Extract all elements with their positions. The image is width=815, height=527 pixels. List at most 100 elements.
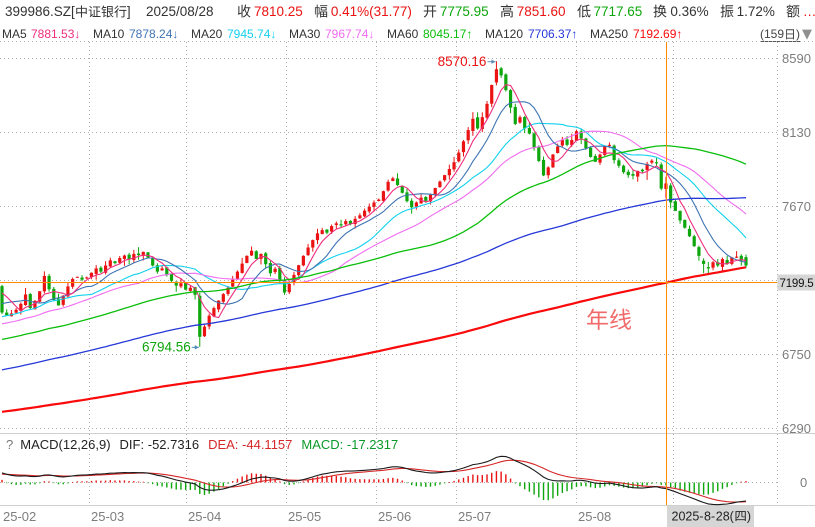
candle-body: [372, 202, 376, 207]
macd-bar: [721, 482, 724, 489]
candle-wick: [138, 247, 140, 260]
macd-bar: [71, 482, 74, 483]
candle-body: [273, 268, 277, 273]
candle-body: [85, 277, 89, 279]
low-price-annotation: 6794.56: [142, 339, 191, 354]
candle-body: [348, 220, 353, 225]
candle-wick: [180, 278, 182, 289]
candle-body: [179, 283, 183, 287]
macd-bar: [326, 475, 328, 483]
candle-body: [315, 233, 320, 241]
candle-body: [414, 202, 418, 207]
candle-body: [565, 139, 569, 145]
candle-body: [99, 267, 103, 272]
macd-bar: [538, 482, 540, 498]
field-label-额: [786, 4, 800, 19]
candle-body: [245, 255, 249, 264]
macd-bar: [217, 482, 220, 489]
macd-bar: [472, 474, 474, 483]
ma-value-MA120: 7706.37↑: [528, 27, 578, 41]
candle-body: [589, 147, 593, 157]
macd-title[interactable]: MACD(12,26,9): [20, 437, 111, 452]
svg-text:-: -: [699, 510, 703, 524]
macd-bar: [552, 482, 554, 499]
macd-bar: [735, 482, 738, 484]
candle-body: [494, 69, 499, 83]
candle-body: [334, 223, 338, 225]
macd-bar: [189, 482, 192, 490]
macd-bar: [119, 480, 121, 483]
macd-bar: [462, 477, 465, 483]
macd-bar: [151, 482, 154, 485]
macd-bar: [53, 482, 55, 484]
help-icon[interactable]: ?: [6, 437, 14, 452]
quote-fields: 7810.25 0.41%(31.77) 7775.95 7851.60 7717.65…: [237, 4, 815, 19]
candle-body: [541, 159, 546, 176]
ma-value-MA10: 7878.24↓: [129, 27, 179, 41]
ma-line-MA60: [1, 144, 747, 341]
candle-body: [593, 156, 597, 162]
field-label-低: [576, 4, 591, 19]
candle-body: [504, 74, 508, 91]
candle-body: [56, 298, 61, 306]
candle-body: [687, 228, 692, 237]
candle-body: [452, 162, 456, 170]
macd-bar: [745, 481, 747, 483]
macd-bar: [448, 482, 451, 483]
candle-body: [673, 201, 677, 211]
candle-body: [278, 267, 282, 280]
macd-bar: [401, 480, 403, 483]
macd-bar: [509, 478, 512, 483]
candle-body: [711, 262, 715, 268]
candle-body: [499, 68, 503, 76]
macd-line-dea: [1, 459, 747, 503]
macd-bar: [246, 474, 248, 483]
candle-body: [198, 295, 202, 337]
candle-body: [160, 268, 164, 271]
dea-readout: DEA: -44.1157: [208, 437, 292, 452]
macd-bar: [232, 481, 234, 483]
candle-body: [94, 268, 98, 274]
macd-bar: [345, 477, 347, 483]
candle-body: [443, 175, 447, 181]
candle-wick: [161, 265, 163, 271]
candle-wick: [656, 158, 658, 166]
svg-text:): ): [747, 510, 751, 524]
candle-body: [108, 260, 112, 267]
macd-bar: [443, 482, 446, 484]
macd-bar: [208, 482, 210, 494]
price-axis-label: 8130: [782, 125, 811, 140]
dif-value: -52.7316: [147, 437, 200, 452]
symbol-title[interactable]: 399986.SZ[]: [5, 4, 131, 19]
macd-bar: [660, 482, 662, 485]
month-label: 25-06: [378, 509, 411, 524]
macd-bar: [213, 482, 215, 492]
candle-body: [306, 247, 310, 256]
macd-bar: [48, 481, 50, 483]
candle-body: [480, 117, 484, 130]
macd-bar: [707, 482, 710, 495]
macd-bar: [354, 478, 356, 483]
candle-body: [617, 160, 621, 166]
macd-bar: [410, 482, 413, 486]
ma-line-MA30: [1, 130, 747, 325]
candle-wick: [703, 258, 705, 274]
macd-bar: [533, 482, 535, 495]
candle-body: [683, 219, 687, 228]
macd-bar: [76, 481, 79, 483]
macd-bar: [297, 482, 300, 484]
candle-body: [513, 106, 517, 124]
candle-body: [188, 287, 192, 291]
macd-bar: [335, 475, 338, 483]
candle-body: [560, 140, 564, 146]
cjk-glyph: [720, 4, 734, 18]
chevron-down-icon[interactable]: ▼: [802, 27, 812, 42]
price-axis-label: 6290: [782, 421, 811, 436]
macd-bar: [627, 482, 629, 489]
period-label[interactable]: (159): [759, 27, 800, 42]
candle-body: [428, 194, 433, 202]
period-selector[interactable]: (159) ▼: [759, 27, 812, 42]
field-value: 1.72%: [736, 4, 775, 20]
